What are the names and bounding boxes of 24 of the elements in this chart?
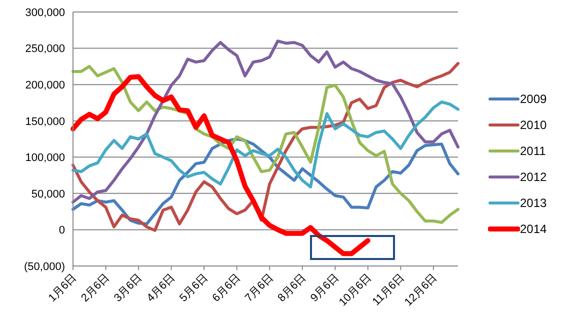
- x-tick-label: 6月6日: [210, 272, 243, 304]
- y-tick-label: 150,000: [25, 116, 65, 128]
- x-tick-label: 7月6日: [243, 272, 276, 304]
- line-series: [72, 40, 460, 204]
- y-tick-label: 0: [58, 224, 65, 237]
- legend-label: 2011: [520, 144, 546, 158]
- y-tick-label: (50,000): [24, 260, 65, 273]
- legend-label: 2010: [520, 118, 547, 132]
- legend-label: 2012: [520, 170, 547, 184]
- legend-label: 2014: [520, 222, 547, 236]
- x-tick-label: 5月6日: [177, 272, 210, 304]
- y-tick-label: 50,000: [31, 188, 65, 200]
- y-tick-label: 300,000: [25, 6, 65, 19]
- y-tick-label: 250,000: [25, 43, 65, 56]
- y-tick-label: 200,000: [25, 79, 65, 92]
- y-tick-label: 100,000: [25, 152, 65, 164]
- x-tick-label: 8月6日: [276, 272, 308, 304]
- x-tick-label: 2月6日: [79, 272, 112, 304]
- legend-label: 2009: [520, 92, 547, 106]
- x-tick-label: 1月6日: [46, 272, 80, 304]
- x-tick-label: 4月6日: [144, 272, 178, 304]
- x-tick-label: 3月6日: [112, 272, 145, 304]
- legend-label: 2013: [520, 196, 547, 210]
- line-series: [72, 100, 460, 188]
